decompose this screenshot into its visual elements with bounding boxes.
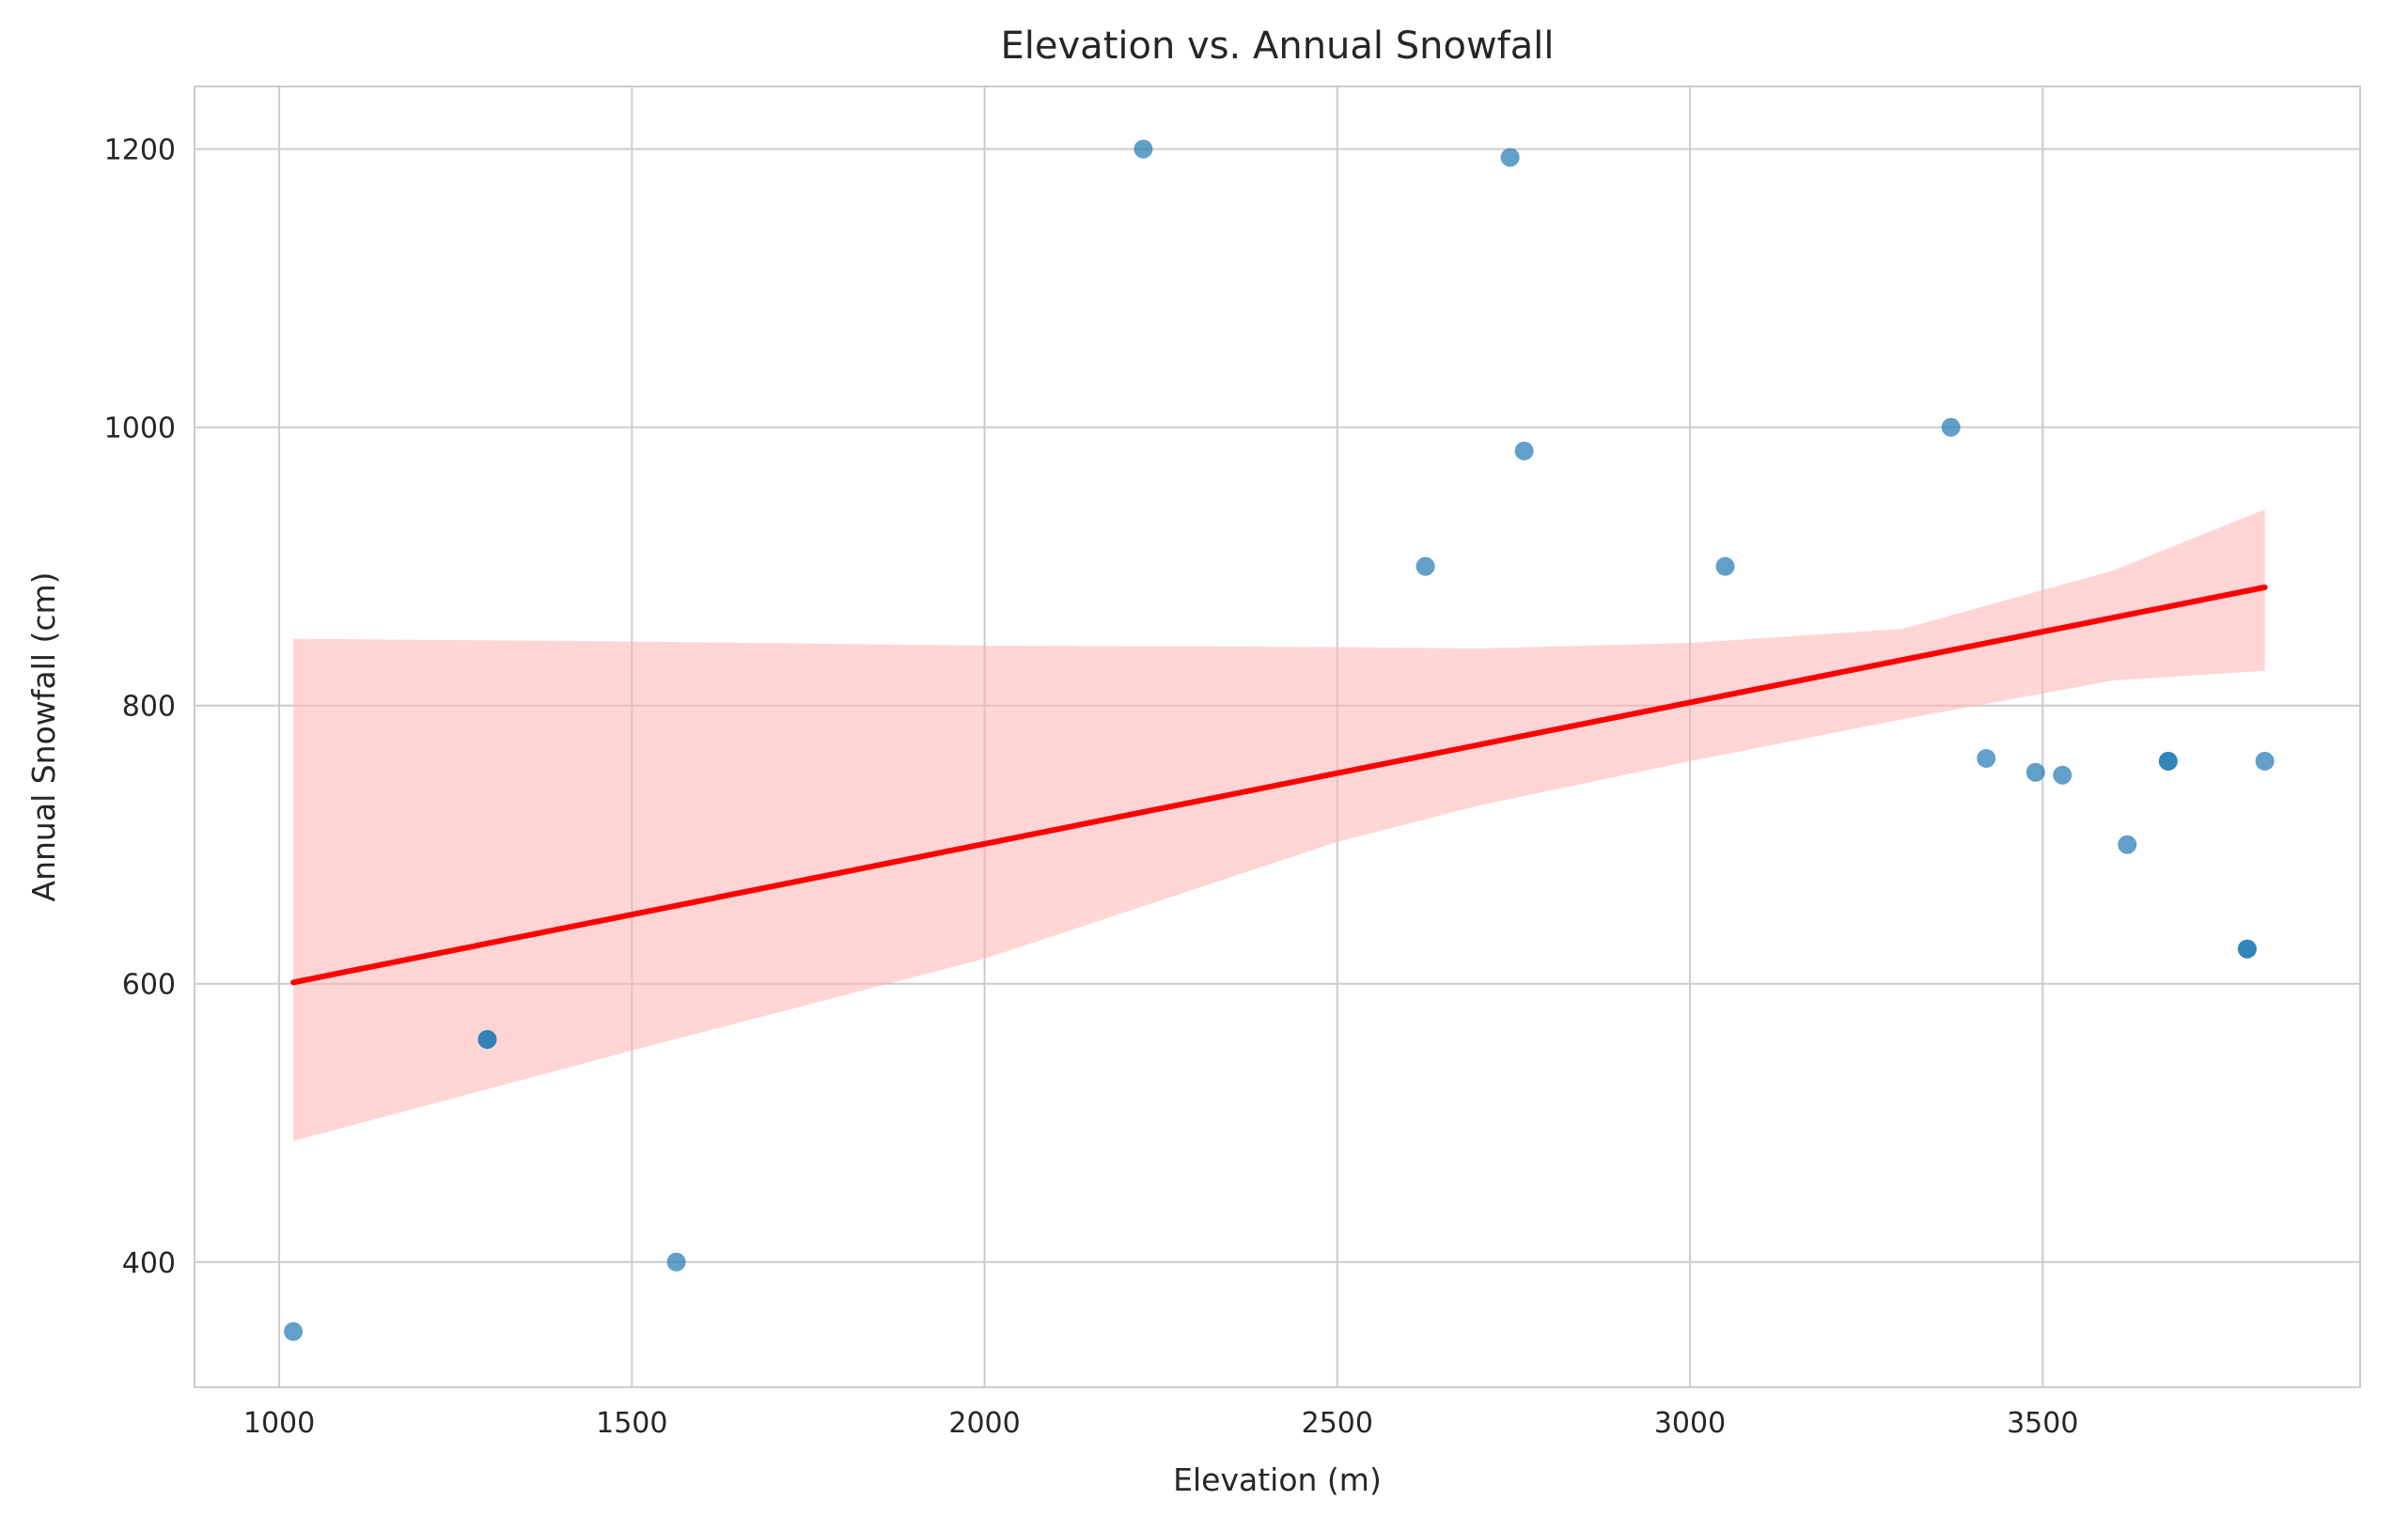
data-point — [2025, 762, 2045, 782]
chart-title: Elevation vs. Annual Snowfall — [1001, 24, 1555, 68]
y-axis-ticks: 400 600 800 1000 1200 — [104, 134, 176, 1280]
x-tick-label: 2000 — [948, 1407, 1020, 1440]
x-tick-label: 3000 — [1654, 1407, 1726, 1440]
x-tick-label: 3500 — [2007, 1407, 2078, 1440]
x-axis-label: Elevation (m) — [1173, 1461, 1382, 1498]
regression-line-layer — [290, 584, 2268, 986]
y-tick-label: 1200 — [104, 134, 176, 167]
data-point — [2158, 751, 2178, 771]
data-point — [2255, 751, 2275, 771]
x-tick-label: 1500 — [596, 1407, 667, 1440]
data-point — [1977, 748, 1996, 768]
data-point — [284, 1321, 304, 1341]
x-tick-label: 2500 — [1302, 1407, 1373, 1440]
data-point — [1941, 417, 1961, 437]
points-layer — [284, 139, 2275, 1341]
data-point — [1415, 556, 1435, 576]
y-tick-label: 400 — [122, 1247, 176, 1280]
data-point — [2237, 939, 2257, 959]
y-tick-label: 600 — [122, 969, 176, 1002]
x-tick-label: 1000 — [243, 1407, 315, 1440]
y-tick-label: 1000 — [104, 413, 176, 445]
regression-line — [290, 584, 2268, 986]
y-axis-label: Annual Snowfall (cm) — [25, 572, 62, 902]
data-point — [1134, 139, 1153, 159]
data-point — [666, 1252, 686, 1272]
y-tick-label: 800 — [122, 691, 176, 724]
confidence-band — [293, 508, 2265, 1142]
data-point — [2118, 835, 2137, 854]
x-axis-ticks: 1000 1500 2000 2500 3000 3500 — [243, 1407, 2079, 1440]
data-point — [1715, 556, 1735, 576]
plot-frame — [194, 86, 2361, 1388]
data-point — [2053, 765, 2072, 785]
data-point — [477, 1029, 497, 1049]
data-point — [1514, 441, 1534, 461]
confidence-band-layer — [293, 508, 2265, 1142]
data-point — [1500, 148, 1520, 167]
